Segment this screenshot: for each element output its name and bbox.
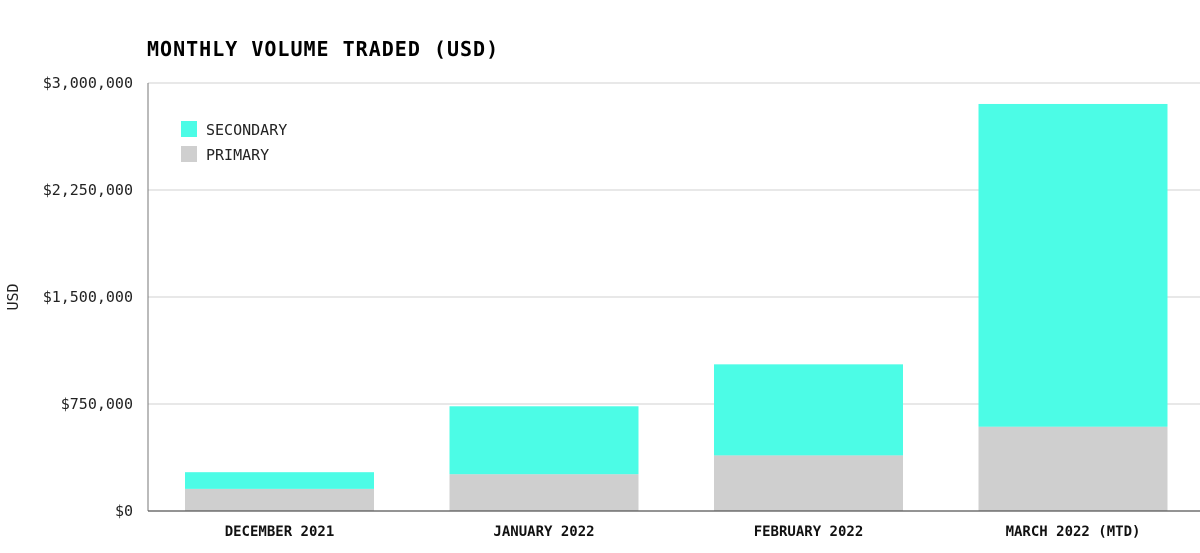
bar-secondary xyxy=(185,472,374,489)
y-tick-label: $0 xyxy=(115,502,133,520)
y-tick-label: $3,000,000 xyxy=(43,74,133,92)
legend-swatch-primary xyxy=(181,146,197,162)
y-tick-label: $750,000 xyxy=(61,395,133,413)
y-axis-label: USD xyxy=(4,283,22,310)
x-tick-label: JANUARY 2022 xyxy=(493,524,594,540)
legend-swatch-secondary xyxy=(181,121,197,137)
x-tick-label: FEBRUARY 2022 xyxy=(754,524,864,540)
bar-primary xyxy=(714,455,903,511)
legend-label-primary: PRIMARY xyxy=(206,146,269,164)
bar-secondary xyxy=(978,103,1168,427)
bar-secondary xyxy=(714,364,903,456)
y-tick-label: $1,500,000 xyxy=(43,288,133,306)
bar-secondary xyxy=(449,406,639,475)
x-tick-label: MARCH 2022 (MTD) xyxy=(1006,524,1141,540)
legend-label-secondary: SECONDARY xyxy=(206,121,287,139)
bar-primary xyxy=(978,426,1168,511)
y-tick-label: $2,250,000 xyxy=(43,181,133,199)
bar-primary xyxy=(449,474,639,511)
x-tick-label: DECEMBER 2021 xyxy=(225,524,335,540)
bar-primary xyxy=(185,488,374,511)
chart-title: MONTHLY VOLUME TRADED (USD) xyxy=(147,37,499,61)
